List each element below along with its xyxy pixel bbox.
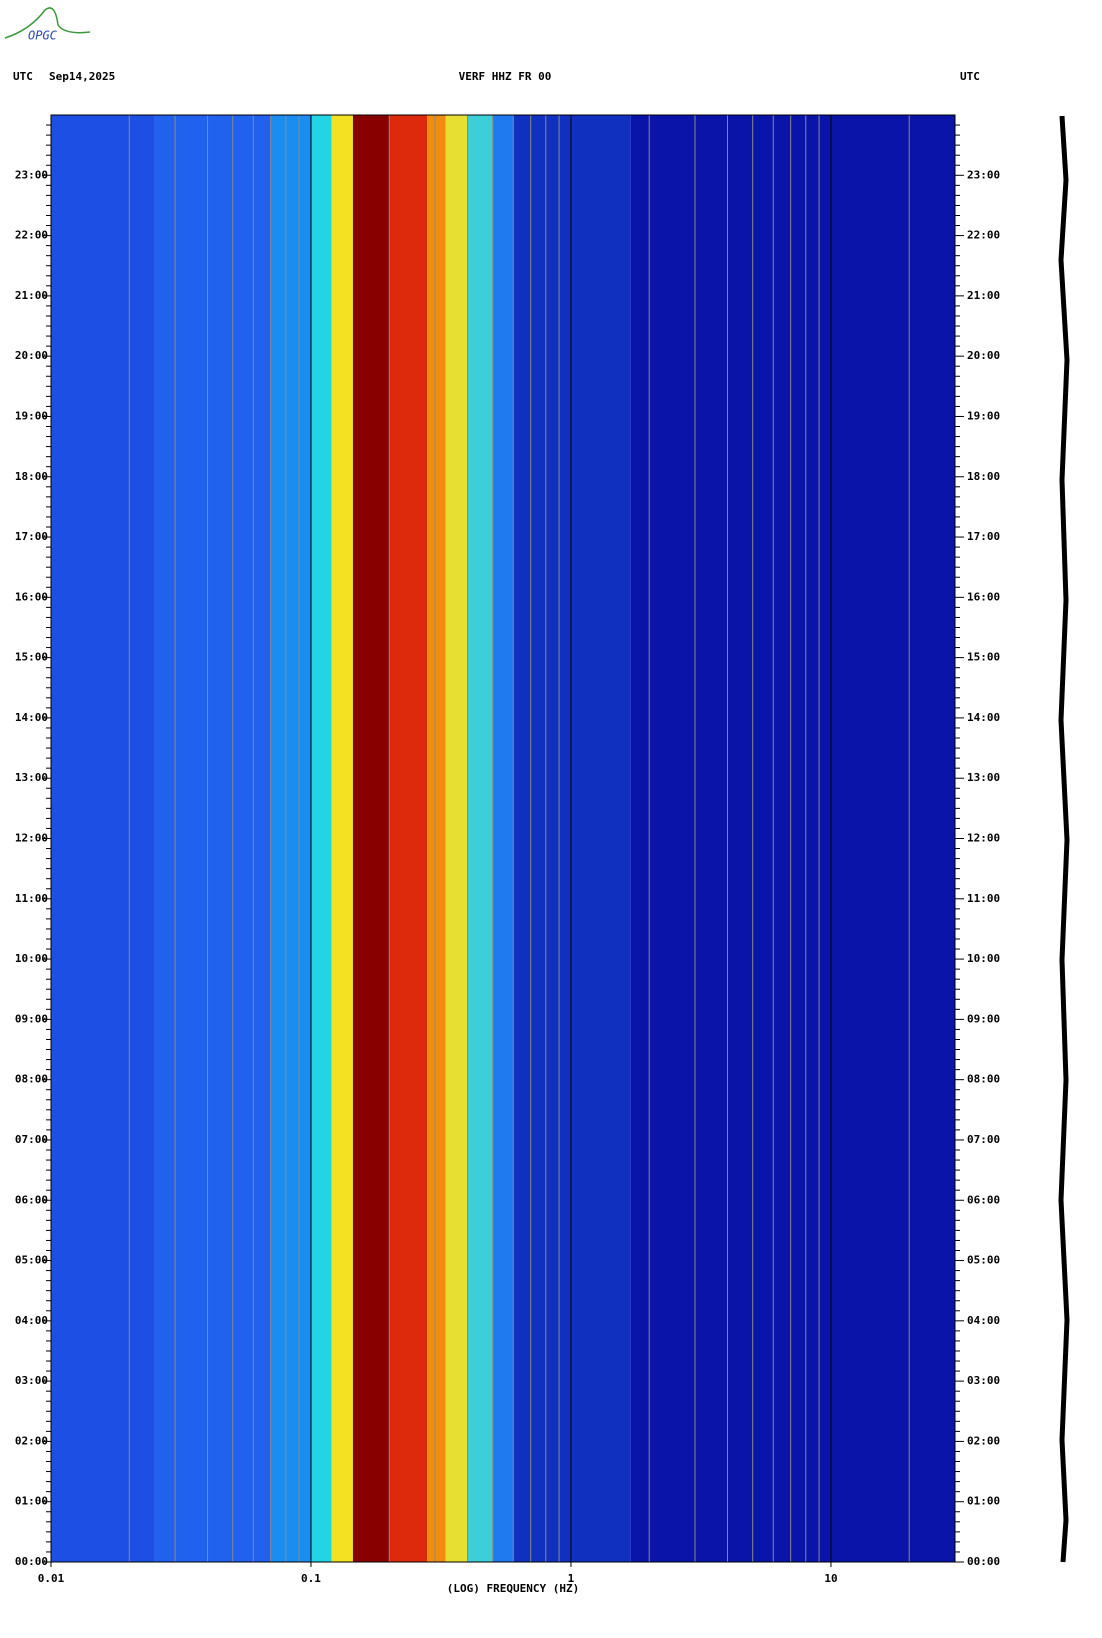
spectral-band: [389, 115, 428, 1562]
trace: [1058, 115, 1070, 1563]
x-axis-label: (LOG) FREQUENCY (HZ): [447, 1582, 579, 1595]
y-tick-label: 03:00: [967, 1374, 1000, 1387]
y-tick-label: 04:00: [967, 1314, 1000, 1327]
spectral-band: [154, 115, 271, 1562]
spectral-band: [492, 115, 514, 1562]
y-tick-label: 12:00: [967, 832, 1000, 845]
y-tick-label: 03:00: [15, 1374, 48, 1387]
spectral-band: [331, 115, 353, 1562]
y-tick-label: 19:00: [967, 409, 1000, 422]
chart-title: VERF HHZ FR 00: [459, 70, 552, 83]
y-tick-label: 19:00: [15, 409, 48, 422]
spectral-band: [310, 115, 332, 1562]
right-label: UTC: [960, 70, 980, 83]
y-tick-label: 22:00: [15, 229, 48, 242]
y-tick-label: 06:00: [15, 1193, 48, 1206]
spectral-band: [270, 115, 311, 1562]
y-tick-label: 14:00: [15, 711, 48, 724]
logo-swoosh: [4, 7, 91, 39]
y-tick-label: 02:00: [15, 1434, 48, 1447]
y-tick-label: 23:00: [15, 168, 48, 181]
spectral-band: [51, 115, 155, 1562]
y-tick-label: 07:00: [15, 1133, 48, 1146]
spectral-band: [513, 115, 631, 1562]
spectral-band: [445, 115, 468, 1562]
y-tick-label: 07:00: [967, 1133, 1000, 1146]
x-tick-label: 0.1: [301, 1572, 321, 1585]
y-tick-label: 12:00: [15, 832, 48, 845]
spectral-band: [467, 115, 493, 1562]
y-tick-label: 09:00: [967, 1012, 1000, 1025]
y-tick-label: 01:00: [15, 1495, 48, 1508]
y-tick-label: 16:00: [15, 590, 48, 603]
x-tick-label: 10: [824, 1572, 837, 1585]
y-tick-label: 22:00: [967, 229, 1000, 242]
spectral-band: [352, 115, 390, 1562]
y-tick-label: 04:00: [15, 1314, 48, 1327]
x-tick-label: 1: [568, 1572, 575, 1585]
y-tick-label: 10:00: [15, 952, 48, 965]
spectral-band: [427, 115, 446, 1562]
y-tick-label: 17:00: [967, 530, 1000, 543]
y-tick-label: 10:00: [967, 952, 1000, 965]
y-tick-label: 05:00: [967, 1254, 1000, 1267]
y-tick-label: 20:00: [967, 349, 1000, 362]
y-tick-label: 15:00: [967, 651, 1000, 664]
y-tick-label: 16:00: [967, 590, 1000, 603]
left-label: UTC: [13, 70, 33, 83]
y-tick-label: 08:00: [967, 1073, 1000, 1086]
y-tick-label: 23:00: [967, 168, 1000, 181]
y-tick-label: 00:00: [15, 1555, 48, 1568]
y-tick-label: 18:00: [15, 470, 48, 483]
y-tick-label: 11:00: [967, 892, 1000, 905]
y-tick-label: 14:00: [967, 711, 1000, 724]
y-tick-label: 01:00: [967, 1495, 1000, 1508]
spectral-band: [630, 115, 955, 1562]
y-tick-label: 18:00: [967, 470, 1000, 483]
y-tick-label: 13:00: [15, 771, 48, 784]
y-tick-label: 15:00: [15, 651, 48, 664]
y-tick-label: 06:00: [967, 1193, 1000, 1206]
logo: OPGC: [28, 29, 58, 43]
y-tick-label: 21:00: [15, 289, 48, 302]
y-tick-label: 20:00: [15, 349, 48, 362]
y-tick-label: 02:00: [967, 1434, 1000, 1447]
y-tick-label: 05:00: [15, 1254, 48, 1267]
y-tick-label: 13:00: [967, 771, 1000, 784]
y-tick-label: 21:00: [967, 289, 1000, 302]
y-tick-label: 09:00: [15, 1012, 48, 1025]
y-tick-label: 11:00: [15, 892, 48, 905]
y-tick-label: 08:00: [15, 1073, 48, 1086]
y-tick-label: 17:00: [15, 530, 48, 543]
plot-frame: [50, 114, 956, 1563]
y-tick-label: 00:00: [967, 1555, 1000, 1568]
date: Sep14,2025: [49, 70, 115, 83]
x-tick-label: 0.01: [38, 1572, 65, 1585]
